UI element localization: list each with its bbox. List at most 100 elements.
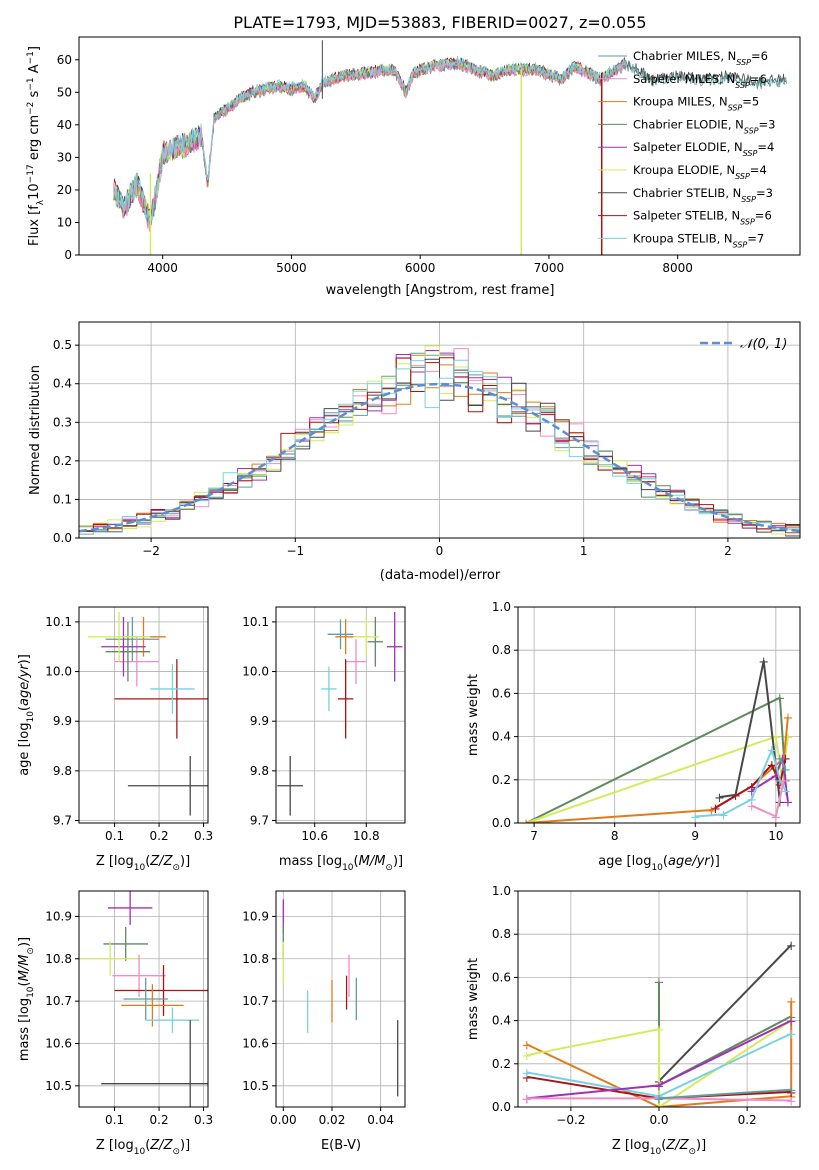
legend-nssp: 3 bbox=[766, 186, 773, 200]
x-tick-label: 9 bbox=[691, 829, 699, 843]
weight-marker: + bbox=[774, 774, 785, 789]
spectrum-line-8 bbox=[113, 55, 627, 225]
weight-line-5 bbox=[751, 757, 789, 802]
label-part: Z [log bbox=[96, 1138, 134, 1153]
legend-model-name: Salpeter MILES bbox=[633, 72, 719, 86]
y-tick-label: 0.8 bbox=[492, 643, 511, 657]
weight-marker: + bbox=[654, 1092, 665, 1107]
legend-model-name: Kroupa ELODIE bbox=[633, 163, 719, 177]
y-tick-label: 20 bbox=[57, 183, 72, 197]
x-axis-label: wavelength [Angstrom, rest frame] bbox=[326, 283, 555, 298]
x-tick-label: 0.02 bbox=[319, 1113, 346, 1127]
weight-marker: + bbox=[521, 1038, 532, 1053]
label-part: age/yr bbox=[17, 663, 32, 706]
label-part: ⊙ bbox=[172, 863, 180, 873]
weight-marker: + bbox=[777, 752, 788, 767]
y-tick-label: 1.0 bbox=[492, 600, 511, 614]
weight-marker: + bbox=[690, 811, 701, 826]
legend-nssp: 6 bbox=[759, 72, 766, 86]
weight-marker: + bbox=[654, 1101, 665, 1116]
y-tick-label: 10.8 bbox=[45, 952, 72, 966]
label-part: )] bbox=[710, 854, 720, 869]
x-tick-label: 0.0 bbox=[649, 1113, 668, 1127]
y-tick-label: 0 bbox=[64, 248, 72, 262]
plot-area: +++++++++++++++ ++++++++ + +++ bbox=[521, 939, 797, 1116]
weight-marker: + bbox=[654, 1023, 665, 1038]
label-part: ⊙ bbox=[26, 947, 36, 955]
y-tick-label: 10.9 bbox=[242, 909, 269, 923]
y-tick-label: 0.6 bbox=[492, 970, 511, 984]
panel-2: 0.1 0.2 0.39.79.89.910.010.1Z [log10(Z/Z⊙)… bbox=[17, 606, 213, 873]
weight-marker: + bbox=[786, 1015, 797, 1030]
y-tick-label: 10.5 bbox=[242, 1079, 269, 1093]
panel-7: +++++++++++++++ ++++++++ + +++−0.2 0.0 0.2 0.0… bbox=[466, 884, 801, 1157]
x-tick-label: 7000 bbox=[534, 261, 565, 275]
weight-marker: + bbox=[770, 731, 781, 746]
legend-sub: SSP bbox=[743, 149, 758, 158]
weight-marker: + bbox=[714, 791, 725, 806]
y-axis-label: mass weight bbox=[466, 958, 481, 1040]
y-tick-label: 9.8 bbox=[53, 764, 72, 778]
y-tick-label: 50 bbox=[57, 85, 72, 99]
label-part: )] bbox=[393, 854, 403, 869]
axes-frame bbox=[78, 890, 209, 1108]
label-part: 10 bbox=[342, 863, 354, 873]
y-tick-label: 10.0 bbox=[45, 665, 72, 679]
y-axis-label: Normed distribution bbox=[28, 365, 43, 495]
label-part: −2 bbox=[26, 102, 36, 115]
weight-marker: + bbox=[746, 800, 757, 815]
weight-line-6 bbox=[695, 748, 787, 818]
label-part: ⊙ bbox=[688, 1147, 696, 1157]
weight-marker: + bbox=[654, 1092, 665, 1107]
legend-sep: , N bbox=[728, 117, 744, 131]
x-tick-label: −0.2 bbox=[556, 1113, 585, 1127]
label-part: A bbox=[27, 64, 42, 77]
legend-label-0: Chabrier MILES, NSSP=6 bbox=[633, 49, 768, 67]
weight-line-2 bbox=[719, 660, 781, 802]
y-tick-label: 10.9 bbox=[45, 909, 72, 923]
weight-marker: + bbox=[786, 1090, 797, 1105]
y-axis-label: Flux [fλ10−17 erg cm−2 s−1 A−1] bbox=[26, 46, 46, 246]
legend-sep: , N bbox=[717, 231, 733, 245]
y-tick-label: 0.0 bbox=[492, 1100, 511, 1114]
y-tick-label: 10.8 bbox=[242, 952, 269, 966]
y-tick-label: 10.7 bbox=[242, 994, 269, 1008]
y-tick-label: 60 bbox=[57, 53, 72, 67]
label-part: ⊙ bbox=[385, 863, 393, 873]
legend-eq: = bbox=[750, 72, 760, 86]
y-tick-label: 0.1 bbox=[53, 492, 72, 506]
x-tick-label: 0 bbox=[436, 544, 444, 558]
plot-area bbox=[277, 611, 403, 816]
x-tick-label: 1 bbox=[580, 544, 588, 558]
weight-marker: + bbox=[654, 1079, 665, 1094]
y-tick-label: 9.9 bbox=[250, 714, 269, 728]
x-tick-label: 8 bbox=[611, 829, 619, 843]
legend-nssp: 3 bbox=[768, 117, 775, 131]
weight-marker: + bbox=[786, 1028, 797, 1043]
x-tick-label: 8000 bbox=[662, 261, 693, 275]
weight-marker: + bbox=[786, 995, 797, 1010]
weight-marker: + bbox=[782, 795, 793, 810]
label-part: ( bbox=[145, 854, 150, 869]
legend-sub: SSP bbox=[740, 217, 755, 226]
legend-label-1: Salpeter MILES, NSSP=6 bbox=[633, 72, 767, 90]
weight-marker: + bbox=[521, 1071, 532, 1086]
weight-marker: + bbox=[778, 774, 789, 789]
weight-marker: + bbox=[746, 780, 757, 795]
y-tick-label: 0.4 bbox=[492, 730, 511, 744]
weight-marker: + bbox=[774, 778, 785, 793]
label-part: ( bbox=[145, 1138, 150, 1153]
panel-0: 4000 5000 6000 7000 8000 0 10 20 30 40 50 60 Chabrie… bbox=[26, 36, 801, 298]
label-part: 10 bbox=[26, 986, 36, 998]
weight-line-4 bbox=[714, 757, 787, 809]
y-axis-label: age [log10(age/yr)] bbox=[17, 654, 36, 776]
x-tick-label: 6000 bbox=[405, 261, 436, 275]
label-part: M/M bbox=[17, 955, 32, 982]
plot-area bbox=[79, 891, 208, 1107]
label-part: ⊙ bbox=[172, 1147, 180, 1157]
label-part: 10 bbox=[650, 1147, 662, 1157]
y-tick-label: 9.9 bbox=[53, 714, 72, 728]
weight-marker: + bbox=[766, 759, 777, 774]
legend-model-name: Chabrier STELIB bbox=[633, 186, 725, 200]
